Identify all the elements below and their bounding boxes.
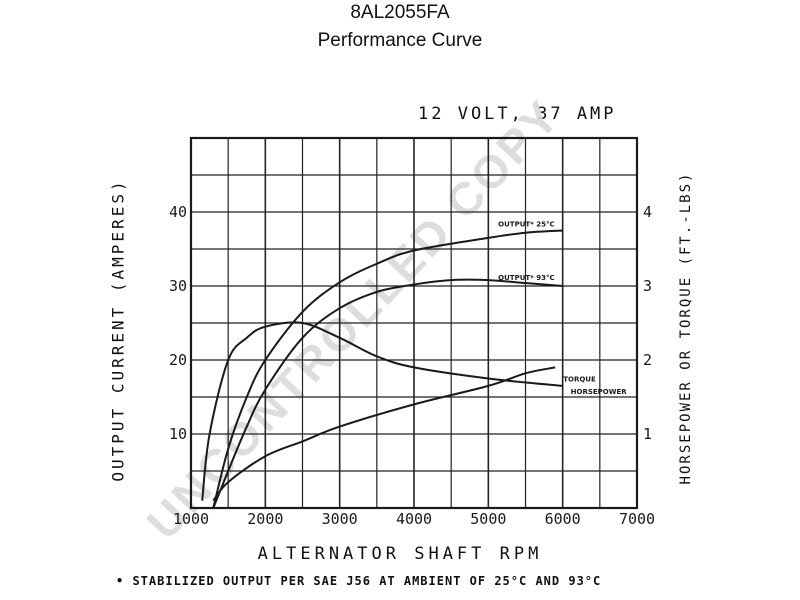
x-tick-label: 2000 — [247, 510, 283, 528]
x-tick-label: 7000 — [619, 510, 655, 528]
y-tick-label: 30 — [169, 277, 187, 295]
series-label: OUTPUT* 25°C — [498, 221, 554, 229]
series-line-3 — [201, 321, 563, 501]
footnote: • STABILIZED OUTPUT PER SAE J56 AT AMBIE… — [116, 574, 602, 588]
y-tick-label: 20 — [169, 351, 187, 369]
series-label: OUTPUT* 93°C — [498, 274, 554, 282]
chart-title: 12 VOLT, 37 AMP — [418, 104, 617, 124]
series-label: HORSEPOWER — [571, 388, 628, 396]
x-tick-label: 5000 — [470, 510, 506, 528]
series-line-2 — [212, 278, 563, 509]
x-tick-label: 1000 — [173, 510, 209, 528]
series-label: TORQUE — [563, 375, 596, 383]
plot-frame — [189, 136, 639, 510]
y2-tick-label: 4 — [643, 203, 652, 221]
series-line-4 — [212, 366, 556, 502]
x-axis-label: ALTERNATOR SHAFT RPM — [257, 544, 543, 564]
y-tick-label: 40 — [169, 203, 187, 221]
watermark: UNCONTROLLED COPY — [137, 89, 571, 549]
y2-tick-label: 2 — [643, 351, 652, 369]
x-tick-label: 3000 — [322, 510, 358, 528]
y2-tick-label: 1 — [643, 425, 652, 443]
chart-subtitle: Performance Curve — [317, 30, 483, 51]
x-tick-label: 6000 — [545, 510, 581, 528]
y2-tick-label: 3 — [643, 277, 652, 295]
model-title: 8AL2055FA — [350, 2, 450, 23]
y-tick-label: 10 — [169, 425, 187, 443]
series-line-1 — [212, 229, 563, 509]
x-tick-label: 4000 — [396, 510, 432, 528]
